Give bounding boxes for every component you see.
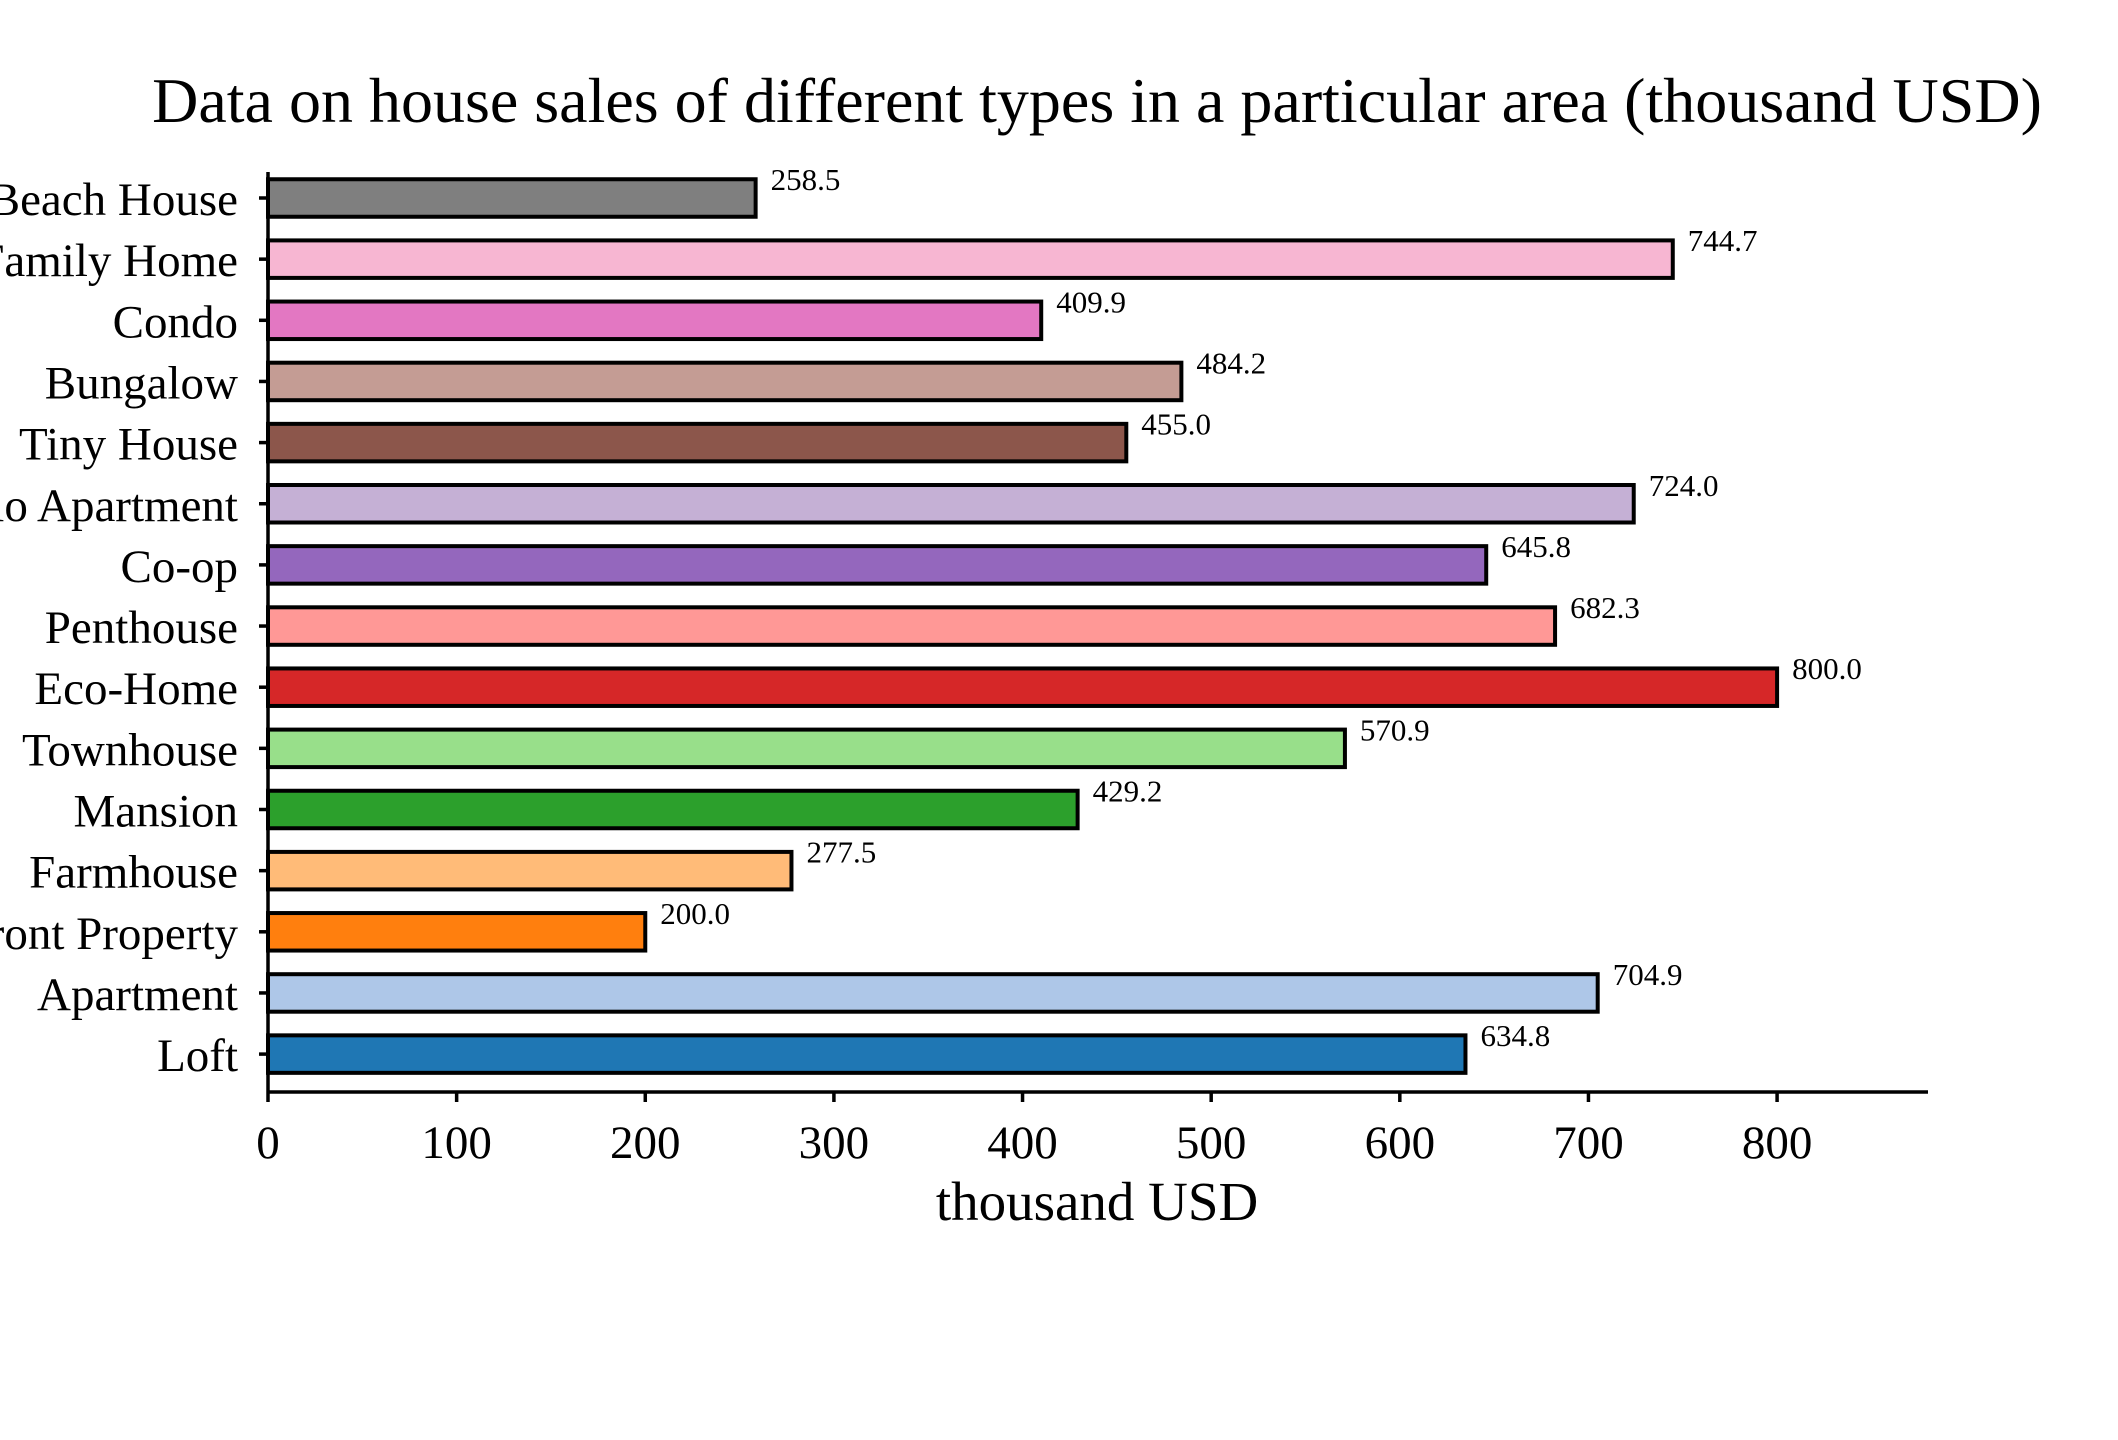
- bar-apartment: [266, 972, 1600, 1014]
- bar-studio-apartment: [266, 483, 1636, 525]
- category-label-apartment: Apartment: [37, 969, 238, 1021]
- bar-waterfront-property: [266, 911, 648, 953]
- category-label-waterfront-property: Waterfront Property: [0, 908, 239, 960]
- x-tick-label-0: 0: [256, 1117, 280, 1169]
- category-labels-group: Beach House Family Home Condo Bungalow Tiny …: [0, 174, 268, 1082]
- bar-farmhouse: [266, 849, 794, 892]
- x-tick-label-500: 500: [1176, 1117, 1247, 1169]
- x-tick-label-400: 400: [987, 1117, 1058, 1169]
- category-label-beach-house: Beach House: [0, 174, 238, 226]
- bar-beach-house: [266, 177, 758, 219]
- x-tick-label-800: 800: [1742, 1117, 1813, 1169]
- value-label-family-home: 744.7: [1688, 223, 1758, 258]
- category-label-bungalow: Bungalow: [45, 357, 238, 409]
- value-label-townhouse: 570.9: [1360, 712, 1430, 747]
- value-label-apartment: 704.9: [1613, 957, 1683, 992]
- bar-bungalow: [266, 360, 1184, 403]
- category-label-condo: Condo: [113, 296, 238, 348]
- bars-group: [266, 177, 1780, 1075]
- value-label-tiny-house: 455.0: [1141, 407, 1211, 442]
- bar-loft: [266, 1033, 1468, 1075]
- value-label-co-op: 645.8: [1501, 529, 1571, 564]
- category-label-studio-apartment: Studio Apartment: [0, 480, 238, 532]
- value-label-penthouse: 682.3: [1570, 590, 1640, 625]
- category-label-mansion: Mansion: [74, 786, 239, 838]
- x-tick-label-600: 600: [1365, 1117, 1436, 1169]
- bar-condo: [266, 299, 1044, 342]
- category-label-tiny-house: Tiny House: [19, 419, 238, 471]
- x-tick-label-200: 200: [610, 1117, 681, 1169]
- category-label-loft: Loft: [157, 1030, 238, 1082]
- value-label-bungalow: 484.2: [1196, 345, 1266, 380]
- category-label-penthouse: Penthouse: [45, 602, 238, 654]
- x-tick-label-300: 300: [799, 1117, 870, 1169]
- category-label-townhouse: Townhouse: [22, 724, 238, 776]
- category-label-eco-home: Eco-Home: [34, 663, 238, 715]
- x-axis: 0 100 200 300 400 500 600 700 800: [256, 1092, 1812, 1169]
- value-label-beach-house: 258.5: [771, 162, 841, 197]
- value-label-mansion: 429.2: [1093, 774, 1163, 809]
- bar-townhouse: [266, 727, 1347, 770]
- bar-tiny-house: [266, 421, 1129, 464]
- category-label-farmhouse: Farmhouse: [29, 847, 238, 899]
- value-label-studio-apartment: 724.0: [1649, 468, 1719, 503]
- x-tick-label-700: 700: [1553, 1117, 1624, 1169]
- value-label-eco-home: 800.0: [1792, 651, 1862, 686]
- chart-title: Data on house sales of different types i…: [152, 65, 2042, 136]
- x-tick-label-100: 100: [421, 1117, 492, 1169]
- category-label-co-op: Co-op: [121, 541, 239, 593]
- bar-mansion: [266, 788, 1080, 831]
- bar-penthouse: [266, 605, 1558, 647]
- bar-co-op: [266, 544, 1489, 586]
- bar-eco-home: [266, 666, 1780, 708]
- x-axis-label: thousand USD: [936, 1171, 1258, 1232]
- value-label-waterfront-property: 200.0: [660, 896, 730, 931]
- bar-family-home: [266, 238, 1675, 280]
- value-label-farmhouse: 277.5: [806, 835, 876, 870]
- value-label-loft: 634.8: [1480, 1018, 1550, 1053]
- value-labels-group: 258.5 744.7 409.9 484.2 455.0 724.0 645.8 682.3…: [660, 162, 1862, 1053]
- value-label-condo: 409.9: [1056, 284, 1126, 319]
- category-label-family-home: Family Home: [0, 235, 238, 287]
